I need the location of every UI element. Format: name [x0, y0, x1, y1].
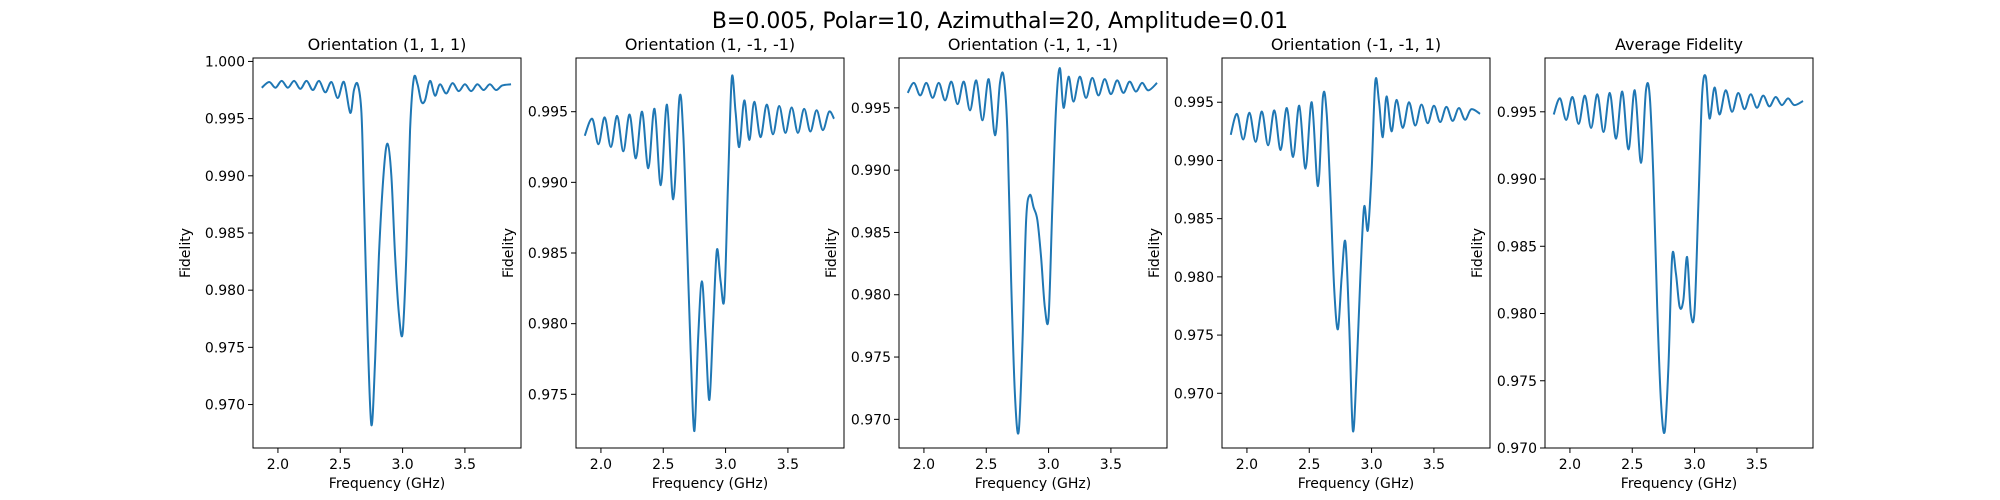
y-tick-label: 0.975 [1497, 374, 1537, 390]
y-tick-label: 0.990 [1174, 153, 1214, 169]
axes-frame [1544, 57, 1814, 449]
x-tick-label: 2.0 [1236, 457, 1258, 473]
y-tick-label: 0.995 [528, 105, 568, 121]
x-tick-label: 3.0 [1037, 457, 1059, 473]
data-line [583, 74, 835, 433]
y-tick-label: 0.995 [1497, 105, 1537, 121]
subplot-title: Average Fidelity [1615, 35, 1743, 54]
x-tick-label: 3.5 [1423, 457, 1445, 473]
data-line [1229, 77, 1481, 433]
y-tick-label: 0.970 [851, 412, 891, 428]
data-line [261, 74, 512, 427]
subplot-title: Orientation (1, -1, -1) [625, 35, 795, 54]
x-axis-label: Frequency (GHz) [329, 476, 445, 492]
axes-frame [898, 57, 1168, 449]
y-axis-label: Fidelity [1147, 228, 1163, 278]
y-tick-label: 0.980 [205, 283, 245, 299]
y-tick-label: 0.995 [1174, 95, 1214, 111]
data-line [1552, 74, 1804, 434]
subplot-4: Orientation (-1, -1, 1) 2.0 2.5 3.0 3.5 0.970… [1147, 35, 1491, 492]
y-axis-label: Fidelity [178, 228, 194, 278]
x-tick-label: 2.5 [1621, 457, 1643, 473]
y-tick-label: 0.975 [528, 387, 568, 403]
subplot-title: Orientation (-1, 1, -1) [948, 35, 1118, 54]
y-tick-label: 0.985 [528, 246, 568, 262]
y-tick-label: 0.975 [1174, 328, 1214, 344]
x-axis-label: Frequency (GHz) [652, 476, 768, 492]
y-axis-label: Fidelity [824, 228, 840, 278]
x-tick-label: 3.5 [454, 457, 476, 473]
subplot-5: Average Fidelity 2.0 2.5 3.0 3.5 0.970 0.975 0.… [1470, 35, 1814, 492]
y-tick-label: 0.980 [528, 317, 568, 333]
subplot-3: Orientation (-1, 1, -1) 2.0 2.5 3.0 3.5 0.970… [824, 35, 1168, 492]
x-tick-label: 2.0 [913, 457, 935, 473]
subplot-1: Orientation (1, 1, 1) 2.0 2.5 3.0 3.5 0.970 0.… [178, 35, 522, 492]
x-tick-label: 3.0 [1683, 457, 1705, 473]
subplot-title: Orientation (-1, -1, 1) [1271, 35, 1441, 54]
y-tick-label: 0.980 [1497, 307, 1537, 323]
x-tick-label: 2.0 [590, 457, 612, 473]
x-tick-label: 2.5 [1298, 457, 1320, 473]
x-axis-label: Frequency (GHz) [975, 476, 1091, 492]
y-tick-label: 0.990 [528, 175, 568, 191]
y-tick-label: 1.000 [205, 54, 245, 70]
x-tick-label: 3.5 [1100, 457, 1122, 473]
y-tick-label: 0.975 [851, 350, 891, 366]
x-tick-label: 2.5 [652, 457, 674, 473]
y-tick-label: 0.970 [1497, 441, 1537, 457]
x-axis-label: Frequency (GHz) [1621, 476, 1737, 492]
x-tick-label: 2.0 [1559, 457, 1581, 473]
x-tick-label: 2.5 [975, 457, 997, 473]
y-tick-label: 0.985 [1174, 212, 1214, 228]
y-tick-label: 0.985 [1497, 239, 1537, 255]
x-tick-label: 2.0 [267, 457, 289, 473]
x-tick-label: 3.0 [391, 457, 413, 473]
subplot-title: Orientation (1, 1, 1) [308, 35, 467, 54]
x-tick-label: 2.5 [329, 457, 351, 473]
y-tick-label: 0.985 [205, 226, 245, 242]
y-axis-label: Fidelity [501, 228, 517, 278]
y-tick-label: 0.975 [205, 340, 245, 356]
y-tick-label: 0.990 [205, 169, 245, 185]
data-line [906, 66, 1158, 435]
y-axis-label: Fidelity [1470, 228, 1486, 278]
axes-frame [252, 57, 522, 449]
figure-title: B=0.005, Polar=10, Azimuthal=20, Amplitu… [712, 9, 1288, 34]
subplot-2: Orientation (1, -1, -1) 2.0 2.5 3.0 3.5 0.975… [501, 35, 845, 492]
y-tick-label: 0.990 [851, 163, 891, 179]
y-tick-label: 0.980 [851, 288, 891, 304]
x-tick-label: 3.0 [1360, 457, 1382, 473]
subplots: Orientation (1, 1, 1) 2.0 2.5 3.0 3.5 0.970 0.… [178, 35, 1814, 492]
y-tick-label: 0.970 [205, 398, 245, 414]
y-tick-label: 0.995 [205, 112, 245, 128]
axes-frame [1221, 57, 1491, 449]
x-tick-label: 3.0 [714, 457, 736, 473]
x-axis-label: Frequency (GHz) [1298, 476, 1414, 492]
x-tick-label: 3.5 [777, 457, 799, 473]
y-tick-label: 0.980 [1174, 270, 1214, 286]
y-tick-label: 0.995 [851, 101, 891, 117]
y-tick-label: 0.970 [1174, 386, 1214, 402]
y-tick-label: 0.985 [851, 225, 891, 241]
y-tick-label: 0.990 [1497, 172, 1537, 188]
x-tick-label: 3.5 [1746, 457, 1768, 473]
